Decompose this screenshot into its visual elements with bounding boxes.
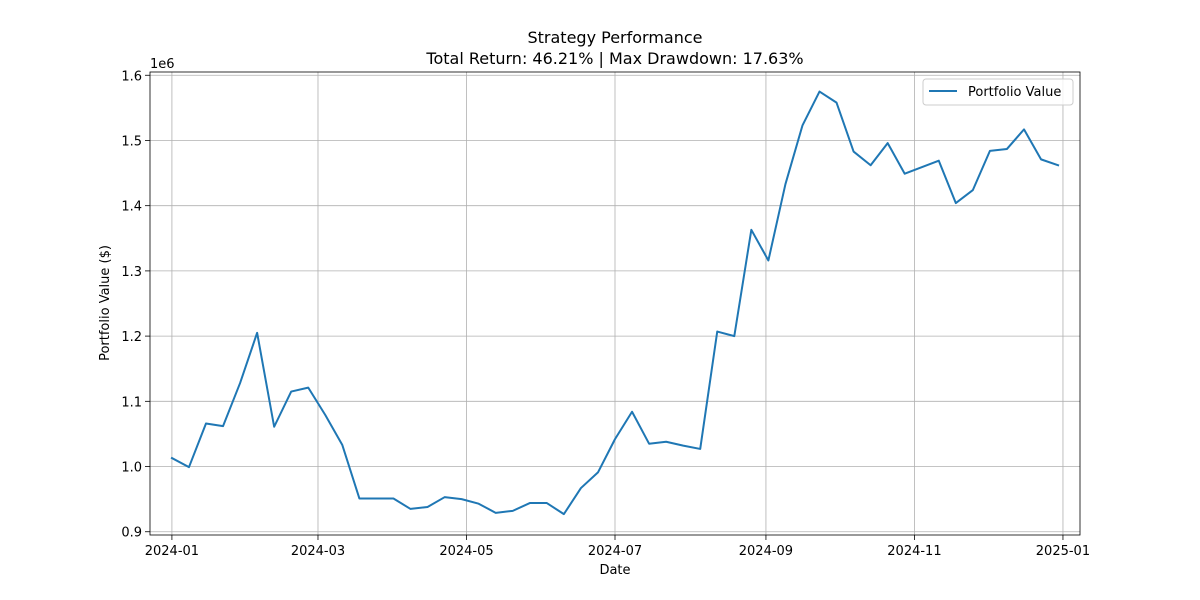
x-axis-ticks: 2024-01 2024-03 2024-05 2024-07 2024-09 2024-… — [145, 535, 1090, 559]
x-tick-label: 2024-01 — [145, 544, 199, 559]
y-tick-label: 1.6 — [121, 69, 142, 84]
x-tick-label: 2024-03 — [291, 544, 345, 559]
y-tick-label: 1.0 — [121, 461, 142, 476]
x-tick-label: 2024-07 — [588, 544, 642, 559]
y-axis-ticks: 0.9 1.0 1.1 1.2 1.3 1.4 1.5 1.6 — [121, 69, 150, 541]
chart-subtitle: Total Return: 46.21% | Max Drawdown: 17.… — [425, 49, 803, 68]
y-offset-label: 1e6 — [150, 57, 175, 72]
x-axis-label: Date — [599, 563, 630, 578]
y-tick-label: 1.4 — [121, 200, 142, 215]
series-line-portfolio-value — [170, 90, 1060, 516]
x-tick-label: 2024-05 — [439, 544, 493, 559]
x-tick-label: 2025-01 — [1036, 544, 1090, 559]
legend-label-portfolio-value: Portfolio Value — [968, 85, 1061, 100]
chart-title: Strategy Performance — [527, 28, 702, 47]
y-tick-label: 1.1 — [121, 395, 142, 410]
grid-lines — [150, 72, 1080, 535]
series-layer — [170, 90, 1060, 516]
x-tick-label: 2024-09 — [739, 544, 793, 559]
y-tick-label: 1.2 — [121, 330, 142, 345]
y-tick-label: 1.3 — [121, 265, 142, 280]
y-tick-label: 1.5 — [121, 134, 142, 149]
y-axis-label: Portfolio Value ($) — [98, 245, 113, 361]
y-tick-label: 0.9 — [121, 526, 142, 541]
legend-frame — [922, 78, 1074, 106]
legend: Portfolio Value — [922, 78, 1074, 106]
x-tick-label: 2024-11 — [887, 544, 941, 559]
